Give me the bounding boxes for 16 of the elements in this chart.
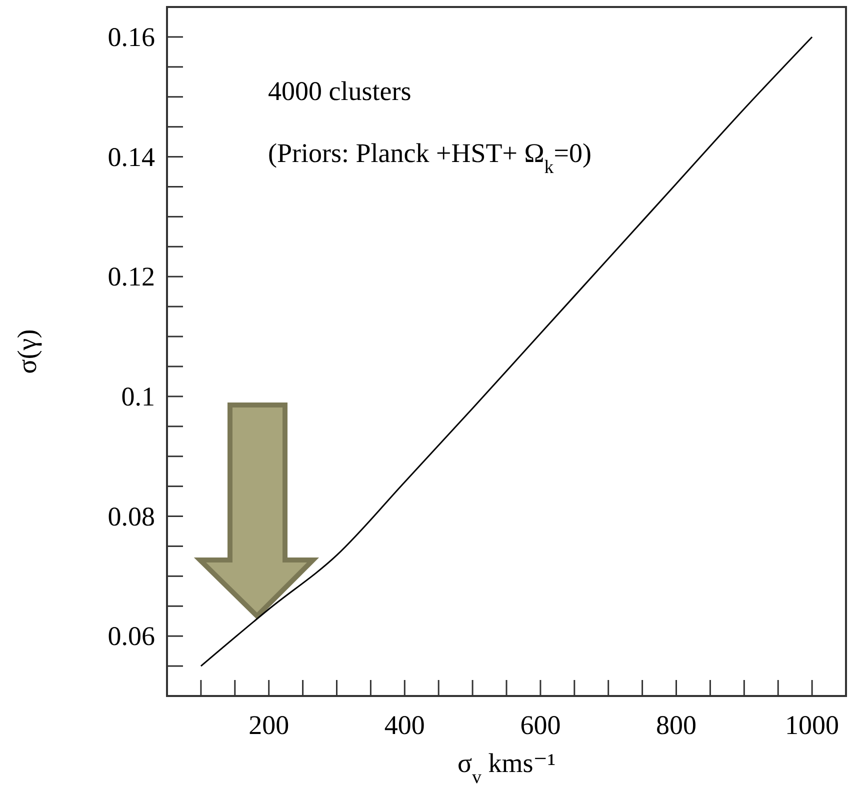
- x-tick-label: 1000: [785, 710, 840, 740]
- y-axis-title: σ(γ): [12, 329, 42, 374]
- x-tick-label: 200: [248, 710, 290, 740]
- y-tick-label: 0.16: [108, 22, 155, 52]
- y-tick-label: 0.14: [108, 142, 156, 172]
- annotation: 4000 clusters: [268, 76, 412, 106]
- x-tick-label: 600: [520, 710, 561, 740]
- x-axis-title: σ$_{v}$ kms⁻¹: [457, 748, 556, 788]
- x-tick-label: 800: [656, 710, 696, 740]
- x-tick-label: 400: [384, 710, 425, 740]
- y-tick-label: 0.12: [108, 262, 155, 292]
- line-series: [200, 36, 813, 667]
- y-tick-label: 0.06: [108, 621, 155, 652]
- annotation: (Priors: Planck +HST+ Ω$_{k}$=0): [268, 138, 592, 178]
- y-tick-label: 0.1: [121, 381, 155, 412]
- y-tick-label: 0.08: [108, 501, 155, 532]
